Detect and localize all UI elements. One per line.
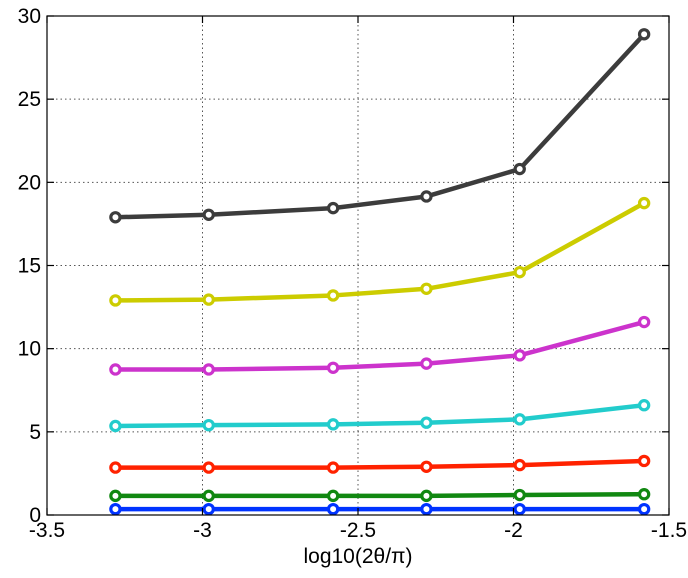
data-point [637, 488, 651, 501]
data-point [420, 416, 433, 429]
series-7 [109, 28, 651, 224]
data-point [637, 399, 651, 412]
data-point [202, 363, 215, 376]
data-point [513, 458, 526, 472]
data-point [109, 419, 122, 433]
data-point [637, 28, 651, 41]
data-point [202, 502, 215, 516]
x-tick-label: -1.5 [651, 519, 687, 542]
y-tick-label: 20 [18, 171, 41, 194]
series-line [113, 319, 647, 372]
data-point [513, 413, 526, 426]
data-point [637, 502, 651, 516]
data-point [420, 489, 433, 503]
y-tick-label: 5 [29, 421, 41, 444]
x-tick-label: -3 [193, 519, 212, 542]
data-point [202, 461, 215, 474]
data-point [326, 461, 340, 474]
x-tick-label: -2 [504, 519, 523, 542]
y-tick-label: 10 [18, 338, 41, 361]
series-5 [109, 315, 651, 376]
y-tick-label: 25 [18, 88, 41, 111]
x-tick-label: -2.5 [340, 519, 376, 542]
ticks: -3.5 -3 -2.5 -2 -1.5 0 5 10 15 20 25 30 [18, 5, 687, 542]
data-point [326, 489, 340, 503]
series-line [113, 458, 647, 470]
data-point [202, 418, 215, 432]
data-point [420, 502, 433, 516]
data-point [326, 361, 340, 374]
data-point [202, 489, 215, 503]
series-layer [109, 28, 651, 516]
data-point [109, 294, 122, 307]
data-point [513, 349, 526, 362]
data-point [109, 211, 122, 224]
data-point [109, 363, 122, 376]
data-point [326, 418, 340, 431]
data-point [637, 196, 651, 210]
series-1 [109, 502, 651, 516]
series-line [113, 32, 647, 220]
data-point [202, 293, 215, 306]
data-point [326, 502, 340, 516]
data-point [420, 357, 433, 370]
grid-lines [47, 16, 669, 515]
data-point [326, 201, 340, 215]
series-line [113, 491, 647, 499]
series-line [113, 402, 647, 429]
series-3 [109, 454, 651, 474]
data-point [513, 488, 526, 502]
data-point [420, 190, 433, 203]
data-point [109, 461, 122, 474]
data-point [109, 502, 122, 516]
data-point [637, 454, 651, 468]
x-axis-label: log10(2θ/π) [303, 545, 412, 568]
y-tick-label: 15 [18, 255, 41, 278]
series-6 [109, 196, 651, 307]
y-tick-label: 30 [18, 5, 41, 28]
data-point [637, 315, 651, 329]
data-point [513, 162, 526, 176]
data-point [202, 208, 215, 221]
series-4 [109, 399, 651, 433]
x-tick-label: -3.5 [29, 519, 65, 542]
data-point [326, 289, 340, 302]
series-line [113, 200, 647, 303]
data-point [513, 502, 526, 516]
y-tick-label: 0 [29, 504, 41, 527]
data-point [109, 489, 122, 503]
series-2 [109, 488, 651, 503]
data-point [420, 460, 433, 473]
data-point [420, 282, 433, 295]
data-point [513, 265, 526, 279]
